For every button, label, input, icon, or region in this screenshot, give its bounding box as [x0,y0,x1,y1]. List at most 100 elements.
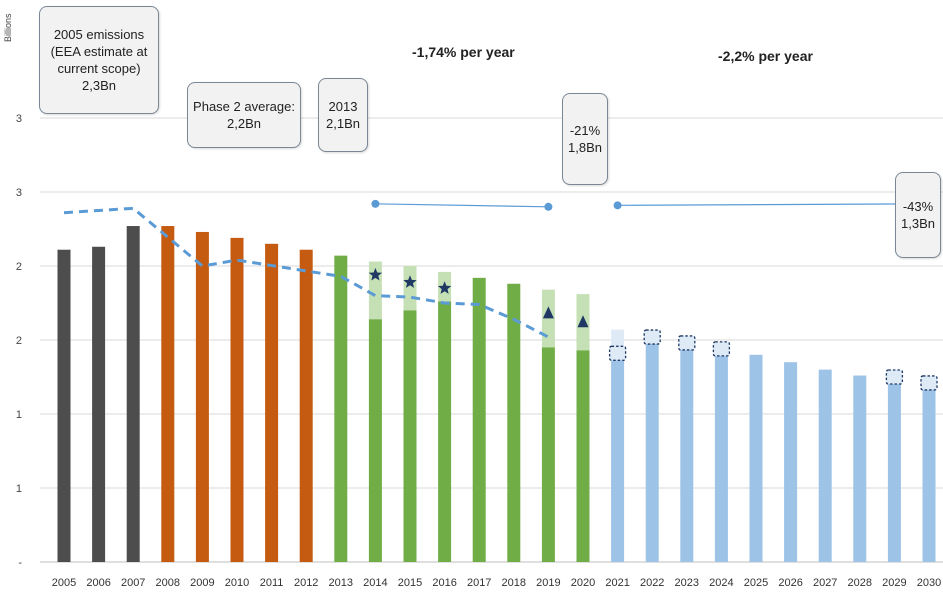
y-tick-labels: - 1 1 2 2 3 3 [16,113,22,569]
x-tick-label: 2027 [813,577,837,589]
dashed-box-marker [885,369,904,385]
bar [714,350,728,562]
bar [126,226,140,563]
bar [334,255,348,562]
star-marker [437,281,452,294]
y-tick-label: 3 [16,187,22,199]
bar [576,350,590,562]
bar [195,231,209,562]
bar [299,249,313,562]
x-tick-label: 2024 [709,577,733,589]
annotation-phase2-average: Phase 2 average: 2,2Bn [187,82,301,148]
annotation-line: (EEA estimate at [50,44,148,59]
bar [922,388,936,562]
annotation-line: 1,3Bn [901,216,935,231]
dashed-box-marker [678,335,696,351]
bar [507,283,521,562]
annotation-line: 2,3Bn [82,78,116,93]
bar [472,277,486,562]
x-tick-label: 2013 [329,577,353,589]
bar [784,362,798,562]
bar [645,340,659,562]
star-marker [368,267,383,281]
annotation-line: 2005 emissions [53,27,145,42]
bar [680,344,694,562]
bar [541,347,555,562]
trend-line [375,203,549,208]
x-tick-label: 2026 [778,577,802,589]
bar [749,354,763,562]
x-tick-label: 2020 [571,577,595,589]
y-tick-label: 3 [16,113,22,125]
bar [853,375,867,562]
y-tick-label: 1 [16,483,22,495]
x-tick-label: 2022 [640,577,664,589]
triangle-marker [577,315,589,328]
bar-upper [541,289,555,348]
bars [57,226,936,563]
x-tick-label: 2021 [605,577,629,589]
x-tick-label: 2008 [156,577,180,589]
bar-upper [403,266,417,311]
bar [230,237,244,562]
x-tick-label: 2018 [502,577,526,589]
annotation-2005-emissions: 2005 emissions (EEA estimate at current … [39,6,159,114]
annotation-line: current scope) [57,61,141,76]
trend-lines [371,199,933,211]
annotation-line: 2,2Bn [227,116,261,131]
trend-dot [371,199,380,208]
x-tick-label: 2011 [260,577,284,589]
dashed-line-group [63,206,550,339]
triangle-marker [542,306,554,319]
x-tick-label: 2007 [121,577,145,589]
annotation-line: 2013 [328,99,358,114]
bar [403,310,417,562]
dashed-average-line [63,206,550,339]
x-tick-label: 2025 [744,577,768,589]
annotation-2013-cap: 2013 2,1Bn [318,78,368,152]
bar [611,354,625,562]
bar [265,243,279,563]
trend-line [617,203,930,206]
star-marker [403,275,417,288]
bar [368,319,382,562]
bar [438,301,452,562]
dashed-box-marker [712,341,731,357]
bar [161,226,175,563]
x-tick-label: 2006 [86,577,110,589]
x-tick-label: 2029 [882,577,906,589]
x-tick-label: 2009 [190,577,214,589]
annotation-2020-cap: -21% 1,8Bn [562,93,608,185]
annotation-line: -43% [902,199,934,214]
annotation-line: Phase 2 average: [193,99,295,114]
x-tick-labels: 2005 2006 2007 2008 2009 2010 2011 2012 2013 2014… [52,577,941,589]
x-tick-label: 2010 [225,577,249,589]
bar [887,382,901,562]
dashed-box-marker [920,375,938,391]
rate-label-phase4: -2,2% per year [718,48,813,64]
y-tick-label: 2 [16,261,22,273]
annotation-line: 1,8Bn [568,140,602,155]
annotation-2030-cap: -43% 1,3Bn [895,172,941,258]
bar [57,249,71,562]
rate-label-phase3: -1,74% per year [412,44,515,60]
x-tick-label: 2028 [848,577,872,589]
y-tick-label: - [18,557,22,569]
y-tick-label: 2 [16,335,22,347]
trend-dot [544,202,553,211]
x-tick-label: 2019 [536,577,560,589]
x-tick-label: 2014 [363,577,387,589]
markers [368,267,938,391]
bar [92,246,106,562]
dashed-box-marker [608,345,627,361]
x-tick-label: 2016 [432,577,456,589]
x-tick-label: 2012 [294,577,318,589]
bar [818,369,832,562]
gridlines [40,117,943,563]
annotation-line: -21% [569,123,601,138]
x-tick-label: 2015 [398,577,422,589]
dashed-box-marker [643,329,661,345]
x-tick-label: 2017 [467,577,491,589]
x-tick-label: 2005 [52,577,76,589]
